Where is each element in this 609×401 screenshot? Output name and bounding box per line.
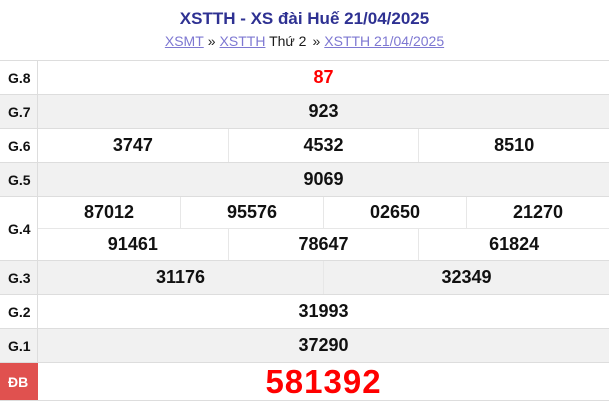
prize-value: 923 [308, 101, 339, 121]
breadcrumb: XSMT» XSTTH Thứ 2» XSTTH 21/04/2025 [0, 32, 609, 51]
prize-value: 21270 [512, 202, 564, 222]
prize-row-g5: G.5 9069 [0, 163, 609, 197]
prize-value: 95576 [181, 197, 324, 228]
prize-label: G.4 [0, 197, 38, 260]
prize-label: G.6 [0, 129, 38, 162]
prize-row-g7: G.7 923 [0, 95, 609, 129]
prize-value: 02650 [324, 197, 467, 228]
prize-value: 32349 [441, 267, 492, 287]
prize-label-special: ĐB [0, 363, 38, 400]
prize-label: G.7 [0, 95, 38, 128]
prize-row-g2: G.2 31993 [0, 295, 609, 329]
prize-row-g3: G.3 31176 32349 [0, 261, 609, 295]
breadcrumb-day-label: Thứ 2 [269, 33, 307, 49]
prize-value: 91461 [38, 229, 229, 260]
breadcrumb-separator: » [312, 33, 321, 49]
breadcrumb-link-xsmt[interactable]: XSMT [164, 33, 204, 49]
prize-row-g4: G.4 87012 95576 02650 21270 91461 78647 … [0, 197, 609, 261]
prize-label: G.1 [0, 329, 38, 362]
page-title: XSTTH - XS đài Huế 21/04/2025 [179, 9, 430, 28]
breadcrumb-separator: » [207, 33, 216, 49]
prize-label: G.2 [0, 295, 38, 328]
prize-label: G.3 [0, 261, 38, 294]
prize-value: 37290 [298, 335, 349, 355]
prize-row-db: ĐB 581392 [0, 363, 609, 401]
breadcrumb-link-xstth[interactable]: XSTTH [219, 33, 266, 49]
prize-value: 87 [313, 67, 334, 87]
prize-value: 3747 [38, 129, 229, 162]
prize-value: 31176 [38, 261, 324, 294]
prize-value: 9069 [303, 169, 344, 189]
prize-row-g6: G.6 3747 4532 8510 [0, 129, 609, 163]
prize-value: 4532 [229, 129, 420, 162]
prize-row-g1: G.1 37290 [0, 329, 609, 363]
prize-row-g8: G.8 87 [0, 61, 609, 95]
prize-label: G.5 [0, 163, 38, 196]
prize-label: G.8 [0, 61, 38, 94]
results-table: G.8 87 G.7 923 G.6 3747 4532 8510 G.5 90… [0, 60, 609, 401]
breadcrumb-link-date[interactable]: XSTTH 21/04/2025 [324, 33, 445, 49]
page-header: XSTTH - XS đài Huế 21/04/2025 XSMT» XSTTH… [0, 0, 609, 60]
prize-value: 78647 [229, 229, 420, 260]
prize-value: 8510 [494, 135, 535, 155]
prize-value: 31993 [298, 301, 349, 321]
jackpot-value: 581392 [265, 362, 382, 400]
prize-value: 87012 [38, 197, 181, 228]
prize-value: 61824 [489, 234, 540, 254]
